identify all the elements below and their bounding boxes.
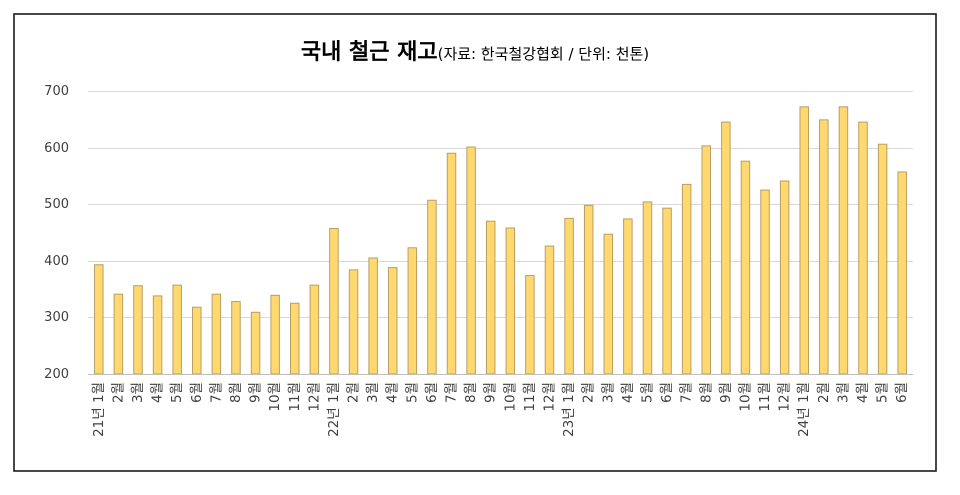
x-tick-label: 6월 [659,382,675,403]
y-axis-labels: 200 300 400 500 600 700 [44,84,69,382]
x-tick-label: 5월 [169,382,185,403]
bar [270,294,280,375]
bar [368,257,378,375]
bar [466,146,476,375]
bar [525,275,535,375]
y-tick-label: 200 [44,367,69,382]
x-tick-label: 24년 1월 [796,382,812,437]
x-tick-label: 4월 [855,382,871,403]
bar [427,199,437,375]
bar [152,295,163,375]
bar [211,293,222,375]
bar [231,301,241,375]
x-tick-label: 10월 [737,382,753,412]
bar [740,160,751,375]
x-tick-label: 7월 [444,382,460,403]
x-tick-label: 9월 [718,382,734,403]
bar [623,218,633,375]
bar [583,204,594,375]
bars [94,106,907,375]
bar [290,302,300,375]
bar [250,311,261,375]
x-tick-label: 12월 [306,382,322,412]
y-tick-label: 700 [44,84,69,99]
x-tick-label: 7월 [679,382,695,403]
x-tick-label: 6월 [894,382,910,403]
x-tick-label: 3월 [365,382,381,403]
bar [779,180,790,375]
bar [877,143,888,375]
x-tick-label: 22년 1월 [326,382,342,437]
y-tick-label: 600 [44,141,69,156]
x-tick-label: 2월 [581,382,597,403]
x-tick-label: 2월 [110,382,126,403]
bar [192,306,202,375]
bar [642,201,653,375]
x-tick-label: 3월 [130,382,146,403]
x-axis-labels: 21년 1월 2월 3월 4월 5월 6월 7월 8월 9월 10월 11월 12월 22년 1월 2월 3… [91,382,910,437]
x-tick-label: 11월 [757,382,773,412]
bar [113,293,124,375]
bar [858,121,868,375]
bar [681,183,692,375]
x-tick-label: 9월 [248,382,264,403]
x-tick-label: 6월 [424,382,440,403]
x-tick-label: 8월 [463,382,479,403]
bar [309,284,320,375]
chart-title: 국내 철근 재고(자료: 한국철강협회 / 단위: 천톤) [301,40,649,65]
x-tick-label: 23년 1월 [561,382,577,437]
x-tick-label: 11월 [522,382,538,412]
bar [544,245,555,375]
bar [133,285,143,375]
bar [387,267,398,375]
bar [329,228,339,375]
bar [819,119,829,375]
bar [701,145,711,375]
x-tick-label: 12월 [541,382,557,412]
y-tick-label: 400 [44,254,69,269]
x-tick-label: 5월 [875,382,891,403]
bar [564,217,574,375]
x-tick-label: 7월 [208,382,224,403]
x-tick-label: 3월 [600,382,616,403]
bar [505,227,516,375]
x-tick-label: 4월 [620,382,636,403]
bar [897,171,907,375]
x-tick-label: 2월 [816,382,832,403]
y-tick-label: 500 [44,197,69,212]
chart-title-main: 국내 철근 재고 [301,40,438,65]
bar [760,189,770,375]
x-tick-label: 8월 [698,382,714,403]
bar [446,152,457,375]
x-tick-label: 5월 [639,382,655,403]
x-tick-label: 10월 [267,382,283,412]
x-tick-label: 9월 [483,382,499,403]
x-tick-label: 12월 [777,382,793,412]
gridlines [88,91,913,318]
bar [485,220,496,375]
bar [662,207,672,375]
x-tick-label: 4월 [150,382,166,403]
chart-border [13,13,937,472]
chart-title-source: (자료: 한국철강협회 / 단위: 천톤) [438,45,650,63]
x-tick-label: 2월 [346,382,362,403]
bar [838,106,849,375]
x-tick-label: 4월 [385,382,401,403]
bar [348,269,359,375]
bar [603,233,614,375]
x-tick-label: 21년 1월 [91,382,107,437]
x-tick-label: 10월 [502,382,518,412]
x-tick-label: 11월 [287,382,303,412]
x-tick-label: 6월 [189,382,205,403]
bar [407,247,418,375]
bar [721,121,731,375]
x-tick-label: 5월 [404,382,420,403]
x-tick-label: 3월 [835,382,851,403]
bar [799,106,809,375]
bar [94,264,104,375]
y-tick-label: 300 [44,310,69,325]
bar [172,284,182,375]
x-tick-label: 8월 [228,382,244,403]
